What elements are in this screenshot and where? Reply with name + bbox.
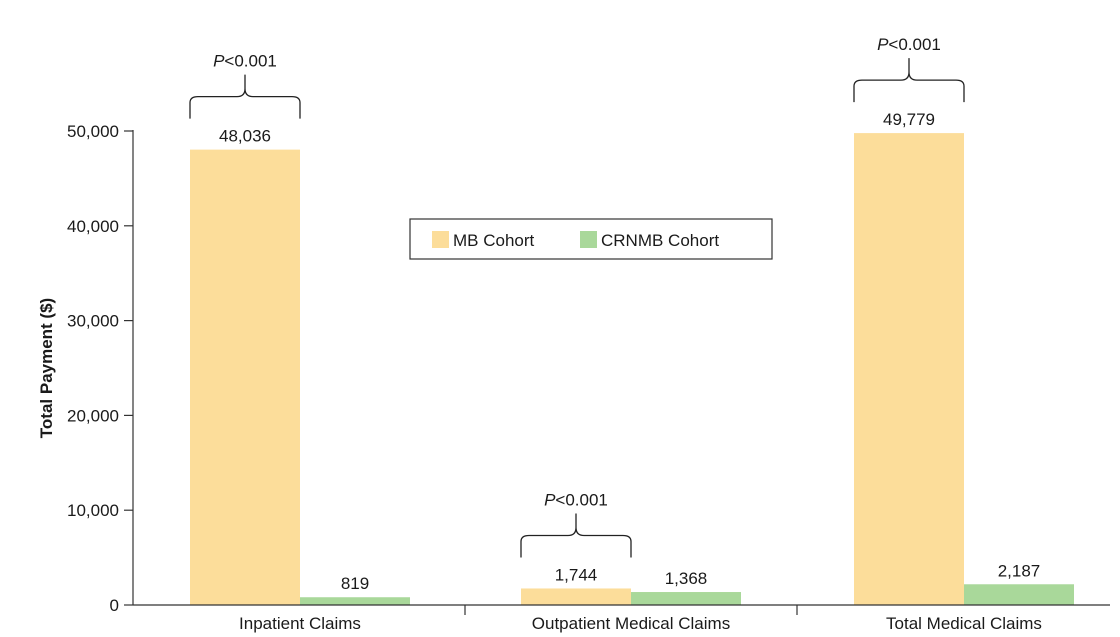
p-symbol: P xyxy=(213,52,225,71)
y-tick-label: 0 xyxy=(110,596,119,615)
x-category-label: Outpatient Medical Claims xyxy=(532,614,730,633)
bar xyxy=(631,592,741,605)
x-category-label: Inpatient Claims xyxy=(239,614,361,633)
bar xyxy=(521,588,631,605)
bar-value-label: 48,036 xyxy=(219,127,271,146)
legend-label: CRNMB Cohort xyxy=(601,231,719,250)
significance-bracket xyxy=(520,513,632,558)
bar xyxy=(190,149,300,605)
y-tick-label: 30,000 xyxy=(67,312,119,331)
y-axis: 0 10,000 20,000 30,000 40,000 50,000 xyxy=(67,122,134,615)
legend: MB Cohort CRNMB Cohort xyxy=(409,218,773,260)
bar-value-label: 819 xyxy=(341,574,369,593)
x-category-label: Total Medical Claims xyxy=(886,614,1042,633)
p-threshold: <0.001 xyxy=(888,35,940,54)
y-axis-label: Total Payment ($) xyxy=(37,298,56,438)
bar-value-label: 2,187 xyxy=(998,561,1041,580)
legend-swatch xyxy=(432,231,449,248)
y-tick-label: 10,000 xyxy=(67,501,119,520)
bar xyxy=(854,133,964,605)
p-value-label: P<0.001 xyxy=(877,35,941,54)
bar-value-label: 1,368 xyxy=(665,569,708,588)
legend-label: MB Cohort xyxy=(453,231,535,250)
bar xyxy=(964,584,1074,605)
significance-bracket xyxy=(853,58,965,103)
p-value-label: P<0.001 xyxy=(544,490,608,509)
p-symbol: P xyxy=(544,490,556,509)
bar-value-label: 49,779 xyxy=(883,110,935,129)
y-tick-label: 40,000 xyxy=(67,217,119,236)
p-threshold: <0.001 xyxy=(555,490,607,509)
significance-bracket xyxy=(189,74,301,119)
p-threshold: <0.001 xyxy=(224,52,276,71)
p-symbol: P xyxy=(877,35,889,54)
legend-swatch xyxy=(580,231,597,248)
y-tick-label: 20,000 xyxy=(67,406,119,425)
bars: 48,036 819 1,744 1,368 49,779 2,187 xyxy=(190,110,1074,605)
y-tick-label: 50,000 xyxy=(67,122,119,141)
x-axis: Inpatient Claims Outpatient Medical Claim… xyxy=(133,604,1110,633)
p-value-label: P<0.001 xyxy=(213,52,277,71)
bar-value-label: 1,744 xyxy=(555,565,598,584)
bar xyxy=(300,597,410,605)
